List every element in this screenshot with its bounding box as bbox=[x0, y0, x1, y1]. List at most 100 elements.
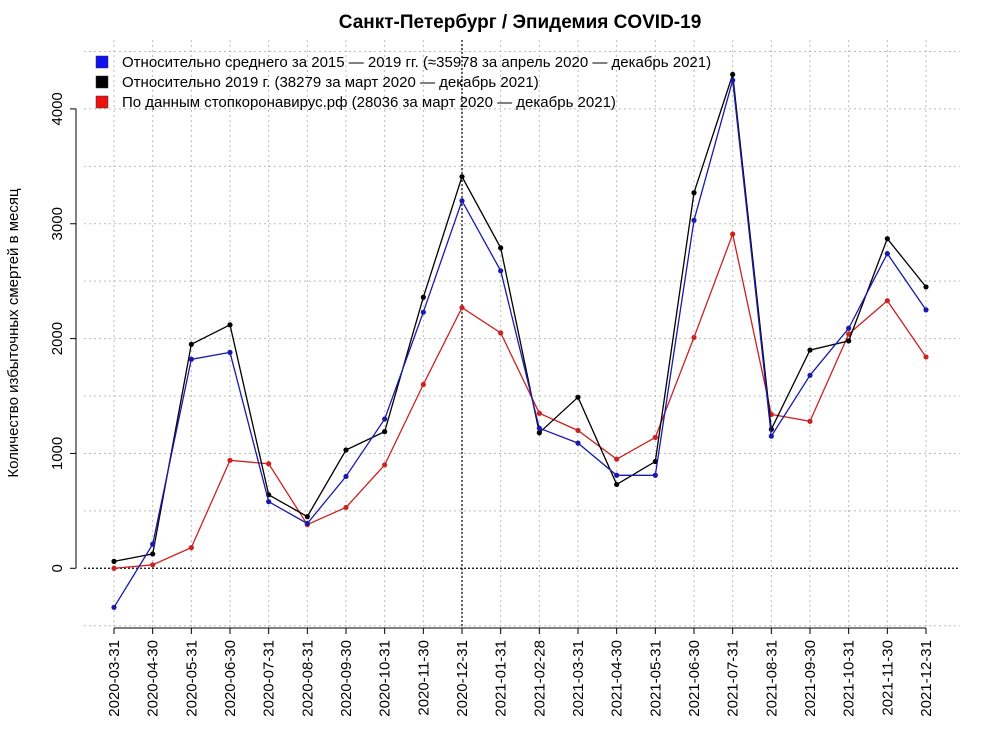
data-point bbox=[111, 604, 117, 610]
data-point bbox=[420, 309, 426, 315]
data-point bbox=[807, 372, 813, 378]
data-point bbox=[227, 322, 233, 328]
data-point bbox=[382, 462, 388, 468]
x-tick-label: 2020-05-31 bbox=[183, 640, 200, 717]
data-point bbox=[459, 198, 465, 204]
data-point bbox=[498, 268, 504, 274]
data-point bbox=[343, 447, 349, 453]
axes: 0 1000 2000 3000 4000 2020-03-31 2020-04-30 202… bbox=[49, 92, 935, 717]
data-point bbox=[150, 551, 156, 557]
data-point bbox=[614, 472, 620, 478]
x-tick-label: 2021-02-28 bbox=[531, 640, 548, 717]
data-point bbox=[536, 430, 542, 436]
data-point bbox=[575, 427, 581, 434]
data-point bbox=[846, 331, 852, 337]
legend-label: Относительно 2019 г. (38279 за март 2020… bbox=[122, 74, 539, 91]
data-point bbox=[884, 298, 890, 304]
data-point bbox=[188, 545, 194, 551]
data-point bbox=[343, 504, 349, 511]
x-tick-label: 2021-07-31 bbox=[725, 640, 742, 717]
data-point bbox=[150, 541, 156, 547]
legend-label: По данным стопкоронавирус.рф (28036 за м… bbox=[122, 94, 616, 111]
x-tick-label: 2020-06-30 bbox=[222, 640, 239, 717]
x-tick-label: 2020-08-31 bbox=[299, 640, 316, 717]
y-tick-label: 2000 bbox=[49, 322, 66, 355]
x-tick-label: 2020-09-30 bbox=[338, 640, 355, 717]
legend: Относительно среднего за 2015 — 2019 гг.… bbox=[95, 54, 711, 111]
x-tick-label: 2021-06-30 bbox=[686, 640, 703, 717]
data-point bbox=[575, 394, 581, 400]
series-line bbox=[113, 74, 927, 563]
data-point bbox=[614, 456, 620, 462]
data-point bbox=[420, 294, 426, 300]
data-point bbox=[343, 473, 349, 480]
x-tick-label: 2020-12-31 bbox=[454, 640, 471, 717]
x-tick-label: 2020-03-31 bbox=[106, 640, 123, 717]
x-tick-label: 2020-07-31 bbox=[261, 640, 278, 717]
data-point bbox=[575, 440, 581, 446]
data-point bbox=[304, 520, 310, 527]
grid bbox=[84, 40, 960, 628]
data-point bbox=[536, 410, 542, 416]
legend-swatch bbox=[95, 75, 109, 89]
data-point bbox=[884, 236, 890, 242]
data-point bbox=[923, 307, 929, 313]
x-tick-label: 2021-03-31 bbox=[570, 640, 587, 717]
data-point bbox=[420, 381, 426, 388]
data-point bbox=[614, 481, 620, 488]
data-point bbox=[807, 418, 813, 424]
x-tick-label: 2021-01-31 bbox=[493, 640, 510, 717]
data-point bbox=[227, 457, 233, 463]
data-point bbox=[730, 71, 736, 78]
legend-swatch bbox=[95, 95, 109, 109]
data-point bbox=[188, 356, 194, 362]
data-point bbox=[730, 77, 736, 83]
data-point bbox=[304, 514, 310, 520]
series-line bbox=[113, 231, 927, 569]
y-tick-label: 3000 bbox=[49, 207, 66, 240]
data-point bbox=[730, 231, 736, 237]
data-point bbox=[884, 251, 890, 257]
data-point bbox=[923, 284, 929, 290]
data-point bbox=[498, 245, 504, 251]
data-point bbox=[111, 565, 117, 571]
data-point bbox=[459, 174, 465, 180]
data-point bbox=[459, 304, 465, 311]
data-point bbox=[846, 325, 852, 331]
data-point bbox=[382, 429, 388, 435]
x-tick-label: 2021-04-30 bbox=[609, 640, 626, 717]
x-tick-label: 2020-11-30 bbox=[415, 640, 432, 716]
x-tick-label: 2021-08-31 bbox=[763, 640, 780, 717]
chart-title: Санкт-Петербург / Эпидемия COVID-19 bbox=[339, 12, 702, 33]
data-point bbox=[923, 354, 929, 360]
data-point bbox=[691, 190, 697, 196]
data-point bbox=[536, 425, 542, 431]
data-point bbox=[652, 472, 658, 478]
x-tick-label: 2021-05-31 bbox=[647, 640, 664, 717]
x-tick-label: 2021-10-31 bbox=[841, 640, 858, 717]
data-point bbox=[111, 558, 117, 564]
series-lines bbox=[111, 71, 929, 610]
x-tick-label: 2021-12-31 bbox=[918, 640, 935, 717]
data-point bbox=[768, 433, 774, 439]
series-line bbox=[113, 80, 927, 608]
legend-label: Относительно среднего за 2015 — 2019 гг.… bbox=[122, 54, 711, 71]
x-tick-label: 2021-09-30 bbox=[802, 640, 819, 717]
data-point bbox=[150, 562, 156, 568]
data-point bbox=[846, 338, 852, 344]
y-tick-label: 1000 bbox=[49, 437, 66, 470]
data-point bbox=[382, 416, 388, 422]
data-point bbox=[807, 347, 813, 353]
data-point bbox=[691, 334, 697, 341]
data-point bbox=[266, 461, 272, 467]
data-point bbox=[652, 434, 658, 440]
data-point bbox=[498, 330, 504, 336]
data-point bbox=[227, 349, 233, 355]
y-axis-label: Количество избыточных смертей в месяц bbox=[5, 188, 22, 478]
x-tick-label: 2020-10-31 bbox=[377, 640, 394, 717]
data-point bbox=[188, 341, 194, 347]
y-tick-label: 4000 bbox=[49, 92, 66, 125]
x-tick-label: 2020-04-30 bbox=[145, 640, 162, 717]
y-tick-label: 0 bbox=[49, 564, 66, 572]
